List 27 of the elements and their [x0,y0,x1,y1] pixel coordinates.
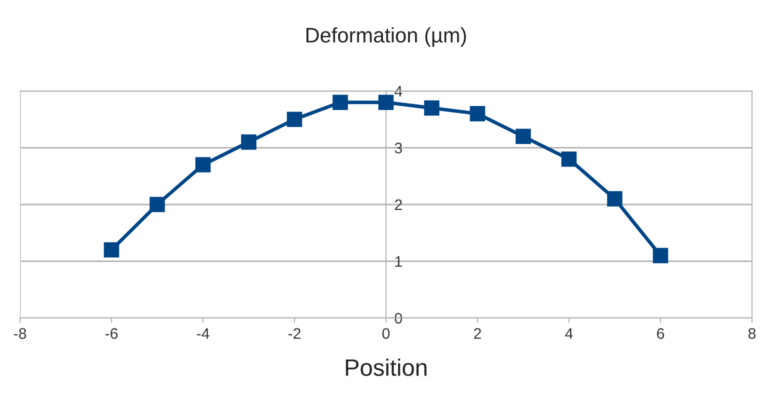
point [607,191,622,206]
y-tick-label: 1 [395,256,402,267]
x-axis-title: Position [346,358,426,376]
point [378,94,394,110]
point [424,100,440,116]
point [286,112,302,128]
y-tick-label: 2 [394,199,402,210]
point [470,106,486,122]
point [150,196,165,212]
point [332,94,348,110]
point [241,134,256,150]
x-tick-label: 2 [474,328,481,339]
x-tick-label: 4 [565,328,573,339]
point [195,157,211,172]
x-tick-label: 0 [382,328,390,339]
x-tick-label: -8 [14,328,26,339]
x-tick-label: -6 [105,328,118,339]
point [652,248,668,264]
x-tick-label: -4 [196,328,210,339]
point [561,151,577,167]
x-tick-label: 8 [748,328,756,339]
chart-title: Deformation (µm) [306,27,466,47]
point [104,242,120,258]
x-tick-label: -2 [288,328,301,339]
x-tick-label: 6 [657,328,664,339]
point [516,128,531,144]
y-tick-label: 3 [394,142,402,154]
